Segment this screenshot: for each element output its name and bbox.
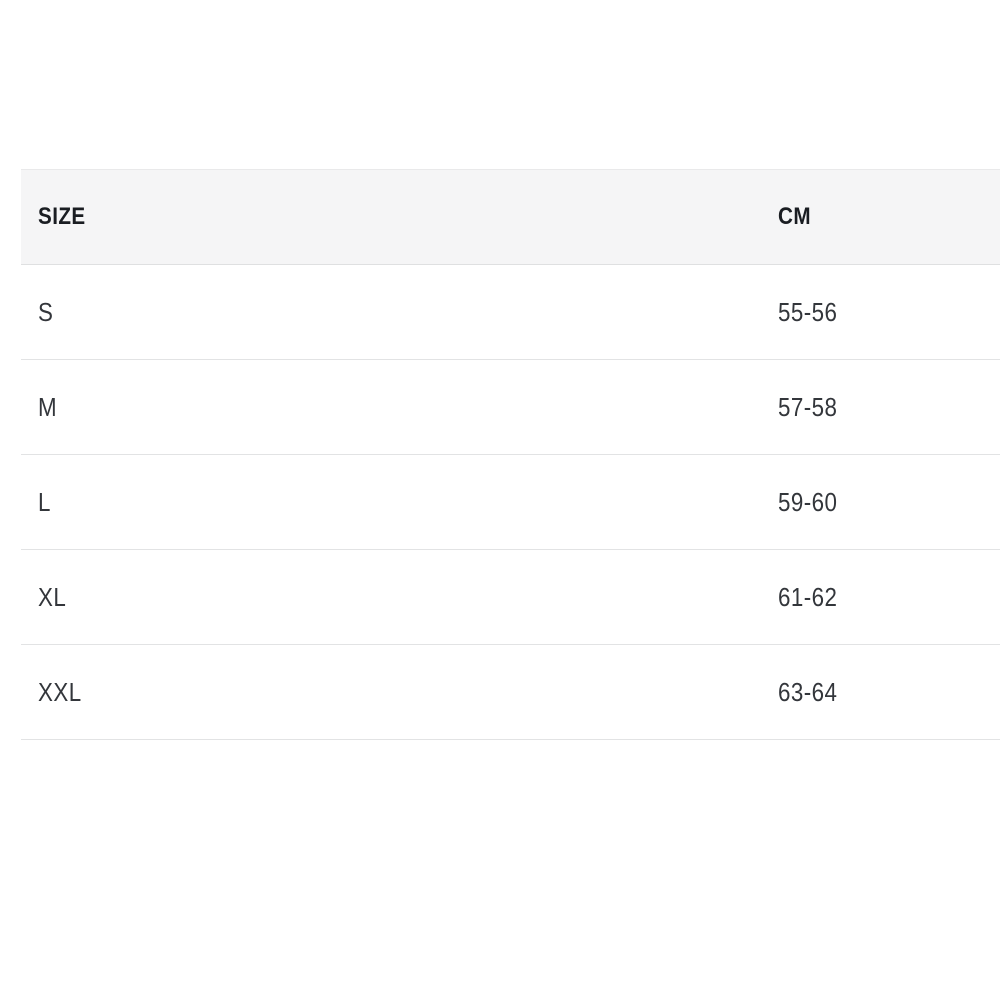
header-cell-cm: CM xyxy=(765,203,1000,231)
table-row: L 59-60 xyxy=(21,455,1000,550)
size-value: XXL xyxy=(38,676,82,707)
table-row: M 57-58 xyxy=(21,360,1000,455)
cm-value: 57-58 xyxy=(778,391,838,422)
cm-cell: 59-60 xyxy=(765,487,1000,518)
cm-value: 59-60 xyxy=(778,486,838,517)
size-cell: XXL xyxy=(21,677,765,708)
cm-value: 55-56 xyxy=(778,296,838,327)
table-row: S 55-56 xyxy=(21,265,1000,360)
size-value: M xyxy=(38,391,58,422)
size-cell: XL xyxy=(21,582,765,613)
cm-value: 63-64 xyxy=(778,676,838,707)
cm-cell: 57-58 xyxy=(765,392,1000,423)
table-row: XL 61-62 xyxy=(21,550,1000,645)
cm-cell: 63-64 xyxy=(765,677,1000,708)
cm-cell: 61-62 xyxy=(765,582,1000,613)
size-cell: M xyxy=(21,392,765,423)
cm-cell: 55-56 xyxy=(765,297,1000,328)
header-cell-size: SIZE xyxy=(21,203,765,231)
size-value: XL xyxy=(38,581,67,612)
size-value: S xyxy=(38,296,54,327)
size-cell: L xyxy=(21,487,765,518)
cm-value: 61-62 xyxy=(778,581,838,612)
table-row: XXL 63-64 xyxy=(21,645,1000,740)
size-chart-table: SIZE CM S 55-56 M 57-58 L 59-60 XL xyxy=(21,169,1000,740)
size-value: L xyxy=(38,486,51,517)
size-cell: S xyxy=(21,297,765,328)
cm-column-header: CM xyxy=(778,203,811,230)
table-header-row: SIZE CM xyxy=(21,170,1000,265)
size-column-header: SIZE xyxy=(38,203,86,230)
